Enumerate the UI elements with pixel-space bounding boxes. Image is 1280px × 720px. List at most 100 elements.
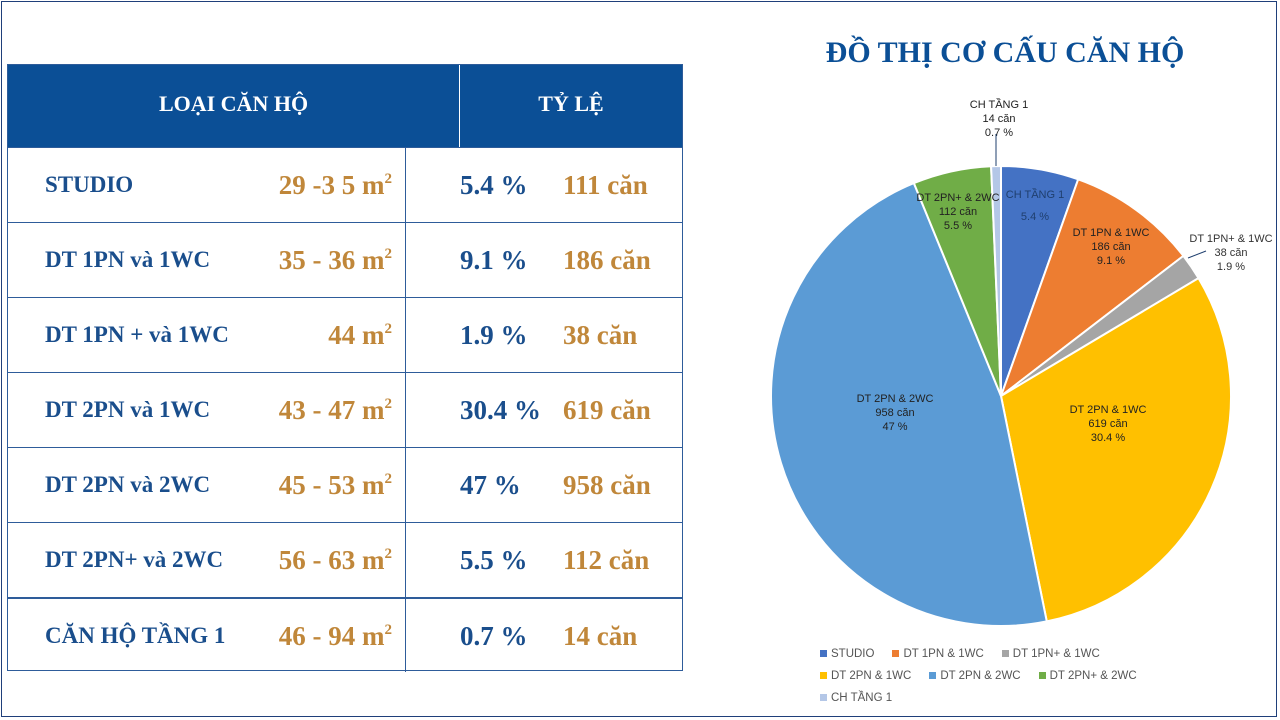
apartment-type: DT 2PN+ và 2WC xyxy=(45,547,224,572)
table-row: DT 1PN + và 1WC 44 m2 1.9 % 38 căn xyxy=(8,297,682,372)
table-row: CĂN HỘ TẦNG 1 46 - 94 m2 0.7 % 14 căn xyxy=(8,597,682,672)
apartment-percent: 30.4 % xyxy=(460,395,541,425)
legend-item: DT 1PN & 1WC xyxy=(892,648,984,660)
legend-label: DT 2PN & 2WC xyxy=(940,670,1021,682)
area-unit-exponent: 2 xyxy=(384,396,393,412)
apartment-percent: 9.1 % xyxy=(460,245,528,275)
area-value: 56 - 63 m xyxy=(278,545,385,575)
apartment-percent: 47 % xyxy=(460,470,521,500)
legend-swatch xyxy=(820,672,827,679)
apartment-type: DT 2PN và 2WC xyxy=(45,472,211,497)
table-row: STUDIO 29 -3 5 m2 5.4 % 111 căn xyxy=(8,147,682,222)
slice-label: 47 % xyxy=(882,421,907,433)
legend-label: DT 1PN+ & 1WC xyxy=(1012,648,1100,660)
apartment-type: DT 2PN và 1WC xyxy=(45,397,211,422)
legend-swatch xyxy=(820,694,827,701)
slice-label: DT 2PN & 2WC xyxy=(857,393,934,405)
legend-swatch xyxy=(929,672,937,679)
table-row: DT 1PN và 1WC 35 - 36 m2 9.1 % 186 căn xyxy=(8,222,682,297)
slice-label: 30.4 % xyxy=(1091,432,1125,444)
legend-item: DT 2PN & 1WC xyxy=(820,670,911,682)
area-unit-exponent: 2 xyxy=(384,171,393,187)
apartment-area: 43 - 47 m2 xyxy=(279,373,392,447)
area-value: 45 - 53 m xyxy=(278,470,385,500)
column-divider xyxy=(405,223,406,297)
area-unit-exponent: 2 xyxy=(384,246,393,262)
apartment-count: 14 căn xyxy=(563,621,638,651)
apartment-percent: 0.7 % xyxy=(460,621,528,651)
area-unit-exponent: 2 xyxy=(384,471,393,487)
column-divider xyxy=(405,523,406,597)
legend-label: DT 2PN+ & 2WC xyxy=(1049,670,1137,682)
apartment-area: 35 - 36 m2 xyxy=(279,223,392,297)
apartment-count: 111 căn xyxy=(563,170,648,200)
area-value: 44 m xyxy=(328,320,385,350)
slice-label: 5.4 % xyxy=(1021,211,1049,223)
leader-line xyxy=(1187,250,1207,259)
table-row: DT 2PN và 1WC 43 - 47 m2 30.4 % 619 căn xyxy=(8,372,682,447)
legend-label: CH TẦNG 1 xyxy=(831,692,893,704)
pie-slice xyxy=(998,178,1185,399)
legend-label: DT 2PN & 1WC xyxy=(831,670,912,682)
legend-label: STUDIO xyxy=(831,648,875,660)
pie-slice xyxy=(770,181,1048,627)
apartment-type: STUDIO xyxy=(45,172,134,197)
apartment-area: 45 - 53 m2 xyxy=(279,448,392,522)
apartment-area: 44 m2 xyxy=(328,298,392,372)
pie-slice xyxy=(990,164,1002,397)
header-type: LOẠI CĂN HỘ xyxy=(8,65,460,147)
apartment-percent: 5.5 % xyxy=(460,545,528,575)
column-divider xyxy=(405,448,406,522)
slice-label: 0.7 % xyxy=(985,127,1013,139)
apartment-type: DT 1PN và 1WC xyxy=(45,247,211,272)
table-row: DT 2PN và 2WC 45 - 53 m2 47 % 958 căn xyxy=(8,447,682,522)
legend-swatch xyxy=(1038,672,1046,679)
slice-label: 5.5 % xyxy=(944,220,972,232)
column-divider xyxy=(405,373,406,447)
column-divider xyxy=(405,148,406,222)
apartment-percent: 5.4 % xyxy=(460,170,528,200)
chart-title: ĐỒ THỊ CƠ CẤU CĂN HỘ xyxy=(825,36,1185,69)
column-divider xyxy=(405,599,406,672)
apartment-type: CĂN HỘ TẦNG 1 xyxy=(45,623,226,648)
area-unit-exponent: 2 xyxy=(384,321,393,337)
slice-label: 619 căn xyxy=(1088,418,1127,430)
slice-label: CH TẦNG 1 xyxy=(1006,188,1064,201)
slice-label: 9.1 % xyxy=(1097,255,1125,267)
slice-label: 112 căn xyxy=(939,206,977,218)
slice-label: CH TẦNG 1 xyxy=(970,98,1028,111)
legend-item: CH TẦNG 1 xyxy=(820,692,892,704)
slice-label: DT 1PN+ & 1WC xyxy=(1189,233,1272,245)
apartment-count: 186 căn xyxy=(563,245,651,275)
apartment-table: LOẠI CĂN HỘ TỶ LỆ STUDIO 29 -3 5 m2 5.4 … xyxy=(7,64,683,672)
slice-label: 958 căn xyxy=(875,407,914,419)
slice-label: 1.9 % xyxy=(1217,261,1245,273)
slice-label: 14 căn xyxy=(982,113,1015,125)
area-value: 46 - 94 m xyxy=(278,621,385,651)
pie-slice xyxy=(999,276,1232,623)
table-header: LOẠI CĂN HỘ TỶ LỆ xyxy=(8,65,682,147)
area-value: 29 -3 5 m xyxy=(278,170,385,200)
legend-item: DT 2PN+ & 2WC xyxy=(1038,670,1137,682)
legend-swatch xyxy=(892,650,900,657)
apartment-count: 38 căn xyxy=(563,320,638,350)
header-ratio: TỶ LỆ xyxy=(538,91,604,116)
legend-swatch xyxy=(1001,650,1009,657)
slice-label: DT 1PN & 1WC xyxy=(1073,227,1150,239)
area-value: 43 - 47 m xyxy=(278,395,385,425)
legend-swatch xyxy=(820,650,827,657)
legend-item: DT 2PN & 2WC xyxy=(929,670,1021,682)
chart-legend: STUDIO DT 1PN & 1WC DT 1PN+ & 1WC DT 2PN & … xyxy=(820,648,1220,714)
slice-label: DT 2PN & 1WC xyxy=(1070,404,1147,416)
area-unit-exponent: 2 xyxy=(384,622,393,638)
apartment-area: 56 - 63 m2 xyxy=(279,523,392,597)
apartment-area: 46 - 94 m2 xyxy=(279,599,392,673)
legend-item: DT 1PN+ & 1WC xyxy=(1001,648,1100,660)
apartment-count: 619 căn xyxy=(563,395,651,425)
apartment-count: 958 căn xyxy=(563,470,651,500)
slice-label: DT 2PN+ & 2WC xyxy=(916,192,999,204)
slice-label: 38 căn xyxy=(1214,247,1247,259)
table-row: DT 2PN+ và 2WC 56 - 63 m2 5.5 % 112 căn xyxy=(8,522,682,597)
